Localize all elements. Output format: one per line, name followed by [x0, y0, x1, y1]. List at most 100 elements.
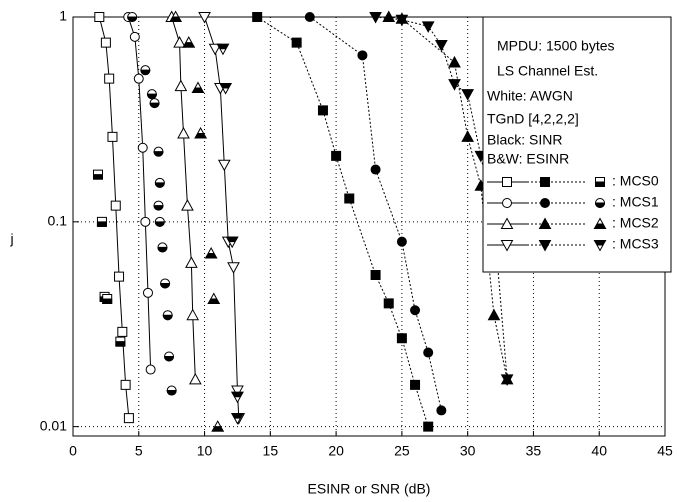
marker-body — [317, 105, 328, 116]
marker-body — [291, 37, 302, 48]
marker-body — [500, 240, 514, 252]
marker-body — [421, 21, 435, 33]
marker — [396, 236, 407, 247]
marker-body — [395, 14, 409, 27]
marker — [252, 12, 263, 22]
marker — [331, 150, 342, 161]
marker-body — [423, 421, 434, 432]
marker — [154, 177, 165, 188]
marker — [100, 37, 111, 48]
marker-body — [123, 413, 134, 424]
marker — [538, 217, 552, 229]
marker — [593, 217, 607, 229]
marker-half — [231, 391, 244, 398]
series-line — [309, 16, 442, 411]
marker — [160, 278, 171, 289]
x-tick-label: 25 — [394, 443, 410, 459]
marker-body — [357, 50, 368, 61]
marker — [94, 12, 105, 22]
series-line — [256, 16, 429, 427]
marker-half — [115, 341, 126, 347]
marker-half — [102, 298, 113, 304]
marker-half — [225, 236, 239, 243]
marker — [162, 310, 173, 321]
marker-body — [120, 379, 131, 390]
marker — [96, 216, 107, 227]
marker-body — [173, 36, 186, 48]
marker-body — [435, 39, 448, 52]
marker — [357, 50, 368, 61]
marker — [501, 198, 513, 208]
marker-body — [142, 287, 153, 298]
marker-body — [344, 193, 355, 204]
marker-body — [304, 12, 315, 22]
marker-half — [154, 182, 165, 188]
marker-body — [104, 73, 115, 84]
marker — [174, 79, 188, 92]
marker — [140, 216, 151, 227]
marker-body — [370, 164, 381, 175]
legend-label: : MCS1 — [612, 194, 659, 210]
marker-body — [177, 126, 190, 139]
x-axis-label: ESINR or SNR (dB) — [308, 481, 431, 497]
marker-body — [114, 271, 125, 282]
marker-body — [100, 37, 111, 48]
y-tick-label: 1 — [59, 8, 67, 24]
marker — [594, 198, 606, 208]
marker — [191, 81, 205, 94]
marker-half — [157, 246, 168, 253]
marker — [540, 177, 550, 187]
marker — [217, 159, 231, 172]
marker-half — [154, 221, 165, 227]
marker-body — [369, 12, 382, 24]
marker — [231, 385, 244, 398]
marker-body — [145, 364, 156, 375]
marker — [317, 105, 328, 116]
marker-half — [127, 16, 138, 22]
marker-half — [160, 282, 171, 289]
marker — [164, 351, 175, 362]
marker-half — [92, 174, 103, 180]
marker — [410, 305, 421, 316]
marker — [117, 326, 128, 337]
legend-note: Black: SINR — [487, 132, 562, 148]
marker — [133, 73, 144, 84]
marker — [185, 256, 198, 268]
marker — [461, 89, 475, 101]
marker-body — [94, 12, 105, 22]
marker-half — [166, 390, 177, 396]
marker — [169, 10, 183, 22]
marker-body — [331, 150, 342, 161]
legend-note: White: AWGN — [487, 88, 573, 104]
marker-body — [110, 200, 121, 211]
x-tick-label: 15 — [263, 443, 279, 459]
marker — [177, 126, 190, 139]
marker — [208, 43, 222, 56]
marker — [140, 65, 151, 76]
marker — [539, 198, 551, 208]
x-tick-label: 45 — [657, 443, 673, 459]
marker — [448, 79, 461, 91]
marker — [231, 413, 244, 425]
marker — [189, 372, 202, 385]
marker-body — [252, 12, 263, 22]
marker-body — [227, 262, 240, 274]
marker-body — [370, 269, 381, 280]
legend-label: : MCS3 — [612, 236, 659, 252]
marker — [142, 287, 153, 298]
marker — [104, 73, 115, 84]
marker — [593, 240, 607, 252]
marker-body — [140, 216, 151, 227]
marker-half — [231, 413, 244, 419]
marker — [396, 333, 407, 344]
marker — [225, 236, 239, 249]
legend-entry: : MCS0 — [487, 173, 659, 189]
marker-half — [164, 355, 175, 362]
marker — [120, 379, 131, 390]
legend-label: : MCS0 — [612, 173, 659, 189]
marker-body — [448, 55, 461, 68]
marker-body — [174, 79, 188, 92]
marker — [154, 216, 165, 227]
marker-half — [219, 83, 232, 89]
